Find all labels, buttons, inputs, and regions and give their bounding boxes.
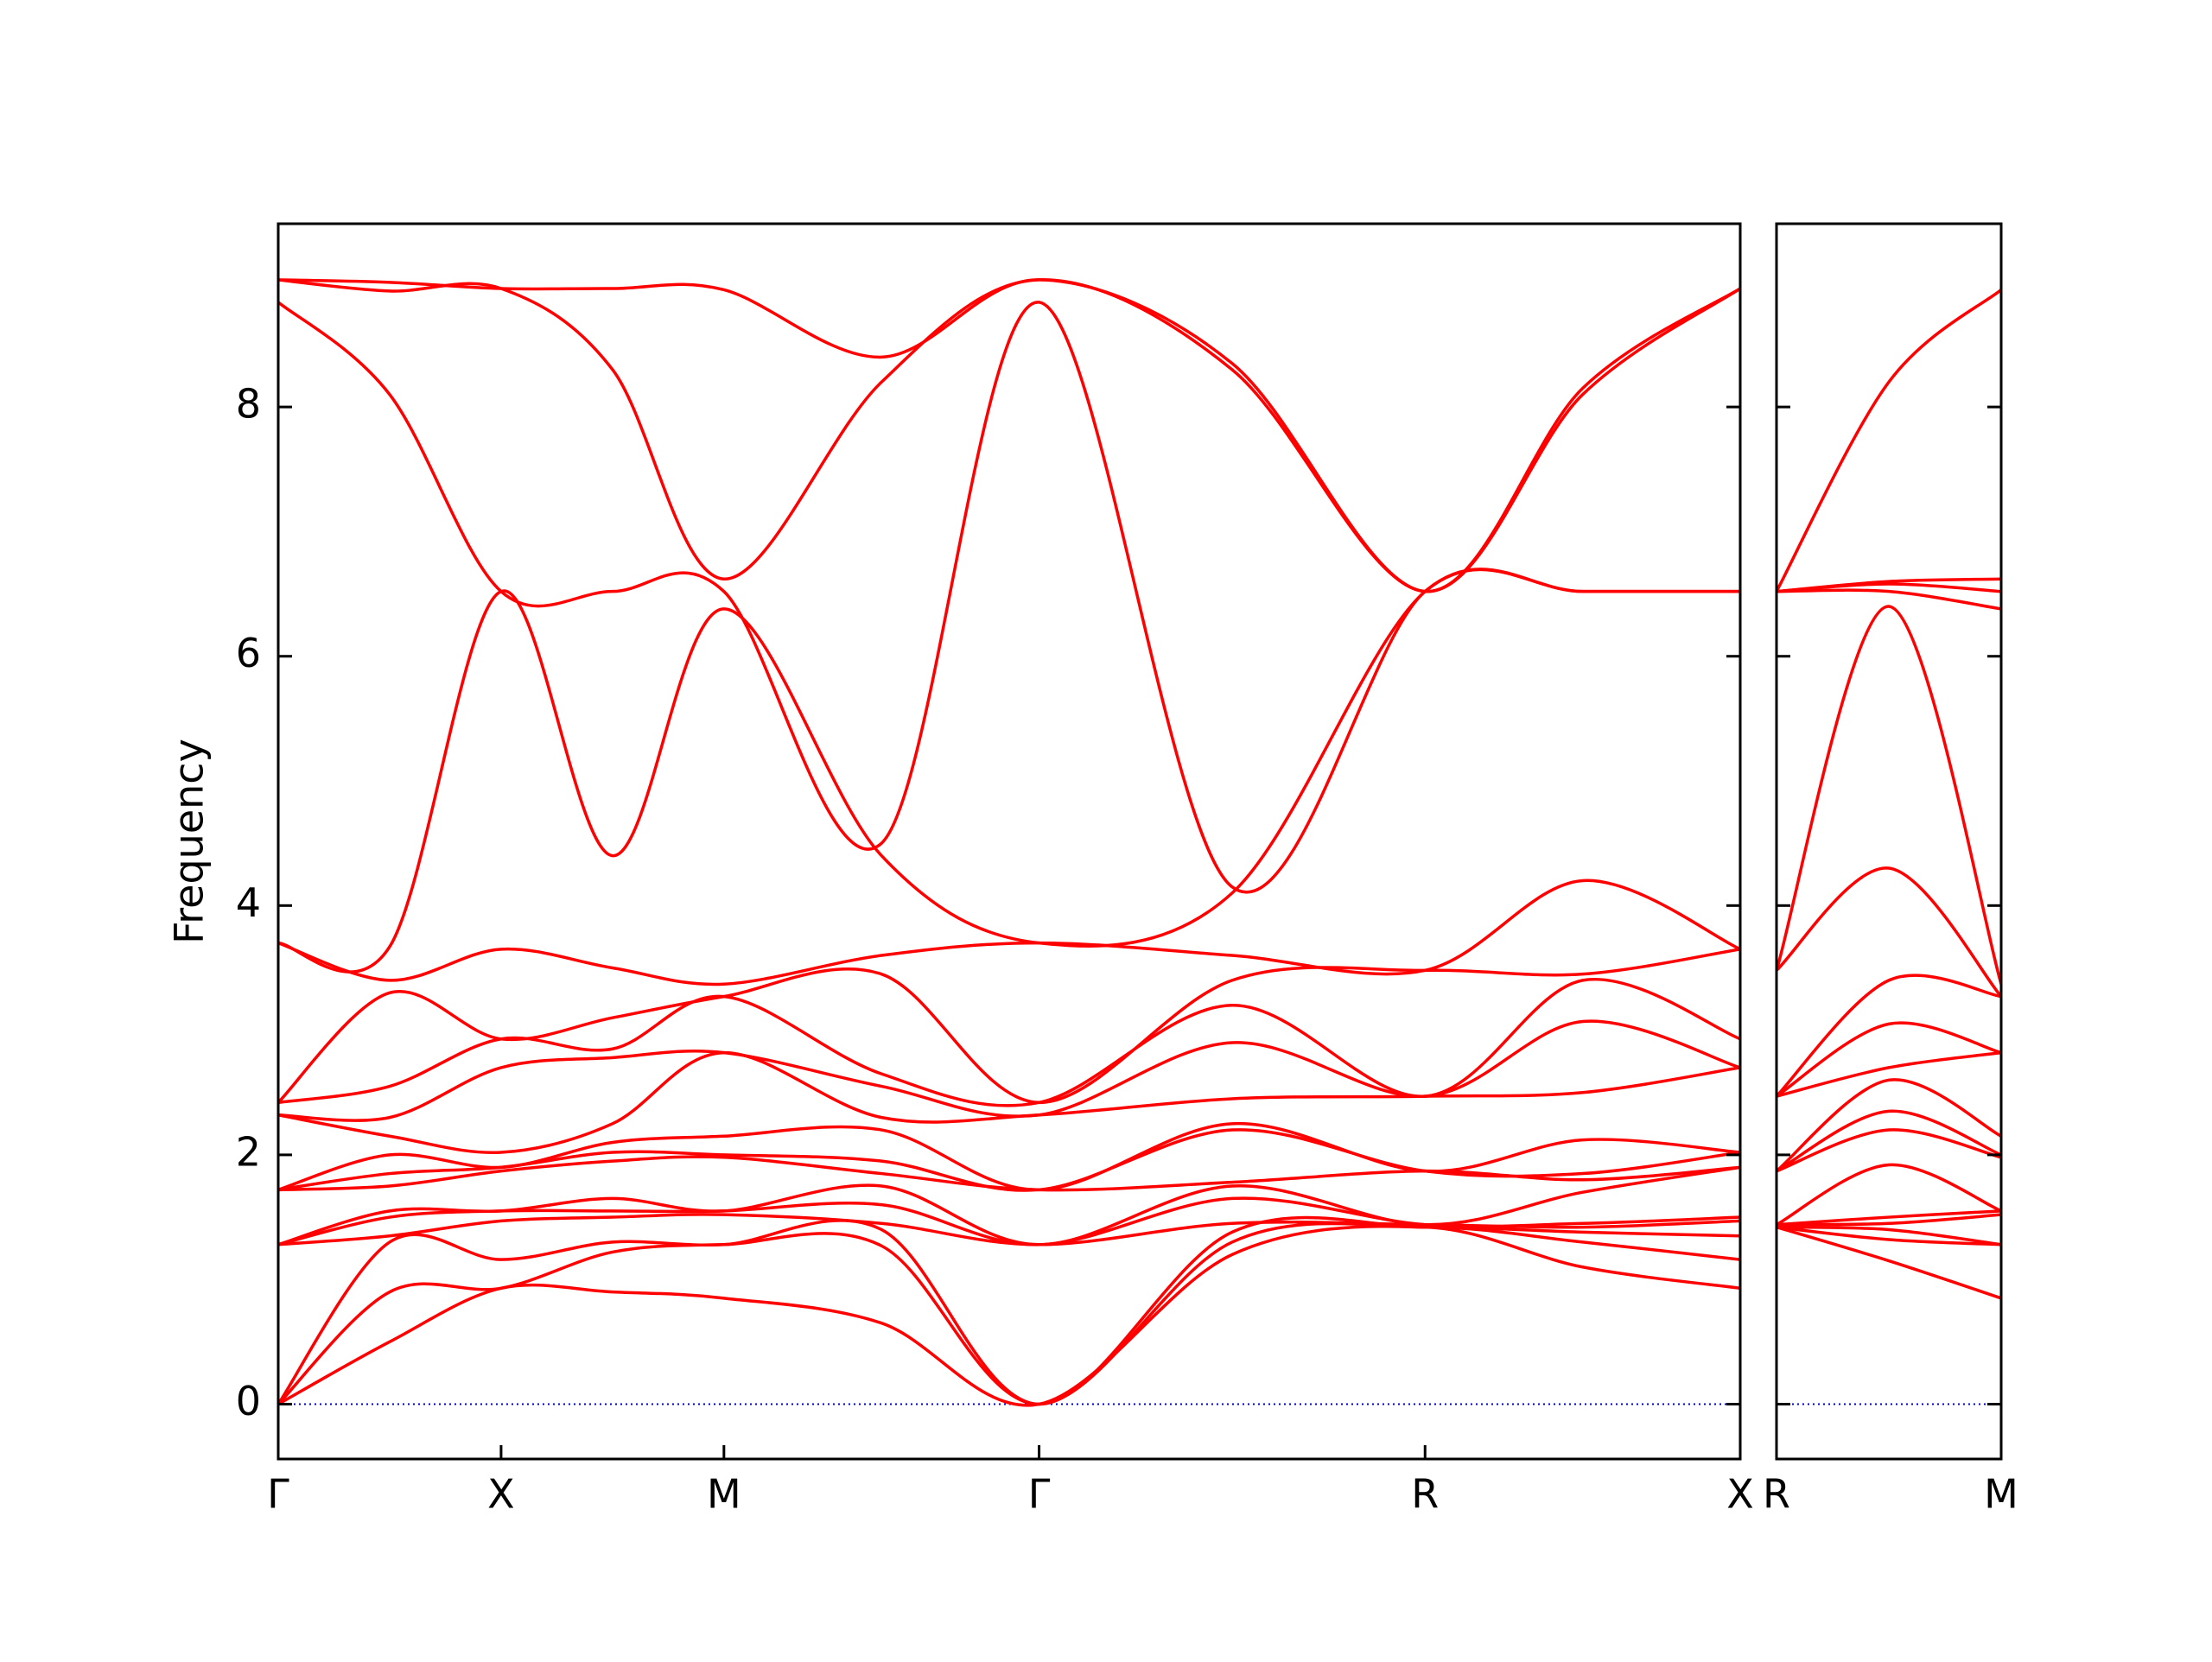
y-axis-label: Frequency	[166, 739, 213, 944]
band-line	[1777, 1021, 2001, 1098]
band-line	[1777, 577, 2001, 593]
band-line	[1777, 1213, 2001, 1227]
band-line	[1777, 866, 2001, 998]
band-line	[1777, 974, 2001, 1098]
band-line	[278, 278, 1740, 593]
plot-frame	[276, 222, 1742, 1461]
band-line	[1777, 1209, 2001, 1227]
x-tick-label: Γ	[1028, 1471, 1051, 1518]
band-line	[278, 1224, 1740, 1407]
band-line	[278, 1155, 1740, 1192]
band-line	[1777, 1225, 2001, 1246]
y-tick-label: 8	[236, 381, 261, 428]
x-tick-label: X	[487, 1471, 515, 1518]
band-line	[278, 1122, 1740, 1192]
band-line	[278, 301, 1740, 894]
band-line	[1777, 1078, 2001, 1173]
band-line	[1777, 289, 2001, 593]
band-line	[1777, 1109, 2001, 1173]
plot-frame	[1775, 222, 2003, 1461]
band-line	[1777, 605, 2001, 985]
y-tick-label: 6	[236, 630, 261, 676]
bands	[1777, 289, 2001, 1300]
band-line	[278, 1050, 1740, 1155]
x-tick-label: X	[1726, 1471, 1754, 1518]
band-line	[278, 1215, 1740, 1406]
x-tick-label: R	[1763, 1471, 1790, 1518]
band-line	[1777, 1163, 2001, 1227]
x-tick-label: Γ	[267, 1471, 289, 1518]
y-tick-label: 0	[236, 1378, 261, 1424]
band-line	[1777, 1225, 2001, 1246]
band-line	[278, 1128, 1740, 1192]
band-line	[278, 977, 1740, 1107]
band-line	[1777, 1050, 2001, 1098]
band-line	[278, 879, 1740, 986]
bands	[278, 278, 1740, 1407]
band-line	[278, 1165, 1740, 1246]
band-line	[278, 278, 1740, 593]
band-line	[1777, 588, 2001, 611]
y-tick-label: 4	[236, 879, 261, 926]
band-line	[278, 948, 1740, 1105]
x-tick-label: M	[707, 1471, 741, 1518]
x-tick-label: R	[1411, 1471, 1439, 1518]
band-line	[278, 1019, 1740, 1122]
band-line	[1777, 1128, 2001, 1173]
x-tick-label: M	[1984, 1471, 2018, 1518]
band-line	[1777, 1225, 2001, 1300]
y-tick-label: 2	[236, 1128, 261, 1175]
